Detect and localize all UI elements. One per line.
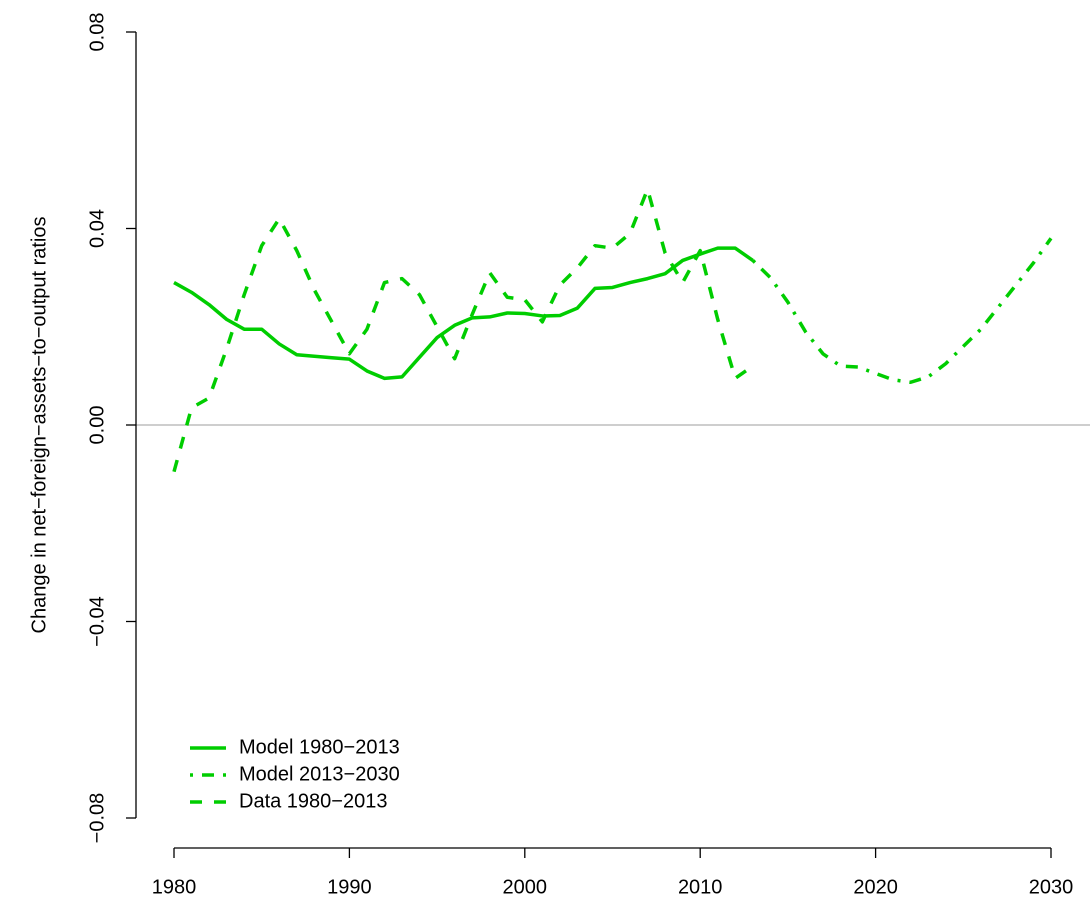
- x-tick-label: 2020: [853, 876, 898, 898]
- x-tick-label: 1990: [327, 876, 372, 898]
- y-tick-label: −0.08: [86, 793, 108, 844]
- legend-label: Model 2013−2030: [239, 763, 400, 785]
- y-axis-label: Change in net−foreign−assets−to−output r…: [28, 217, 50, 634]
- x-tick-label: 2010: [678, 876, 723, 898]
- y-tick-label: 0.04: [86, 209, 108, 248]
- y-tick-label: 0.08: [86, 13, 108, 52]
- legend-label: Model 1980−2013: [239, 736, 400, 758]
- y-tick-label: 0.00: [86, 406, 108, 445]
- x-tick-label: 1980: [152, 876, 197, 898]
- series-line: [751, 237, 1053, 385]
- x-tick-label: 2000: [503, 876, 548, 898]
- legend-label: Data 1980−2013: [239, 790, 387, 812]
- series-line: [173, 246, 754, 381]
- x-tick-label: 2030: [1029, 876, 1074, 898]
- series-line: [172, 187, 754, 473]
- y-tick-label: −0.04: [86, 596, 108, 647]
